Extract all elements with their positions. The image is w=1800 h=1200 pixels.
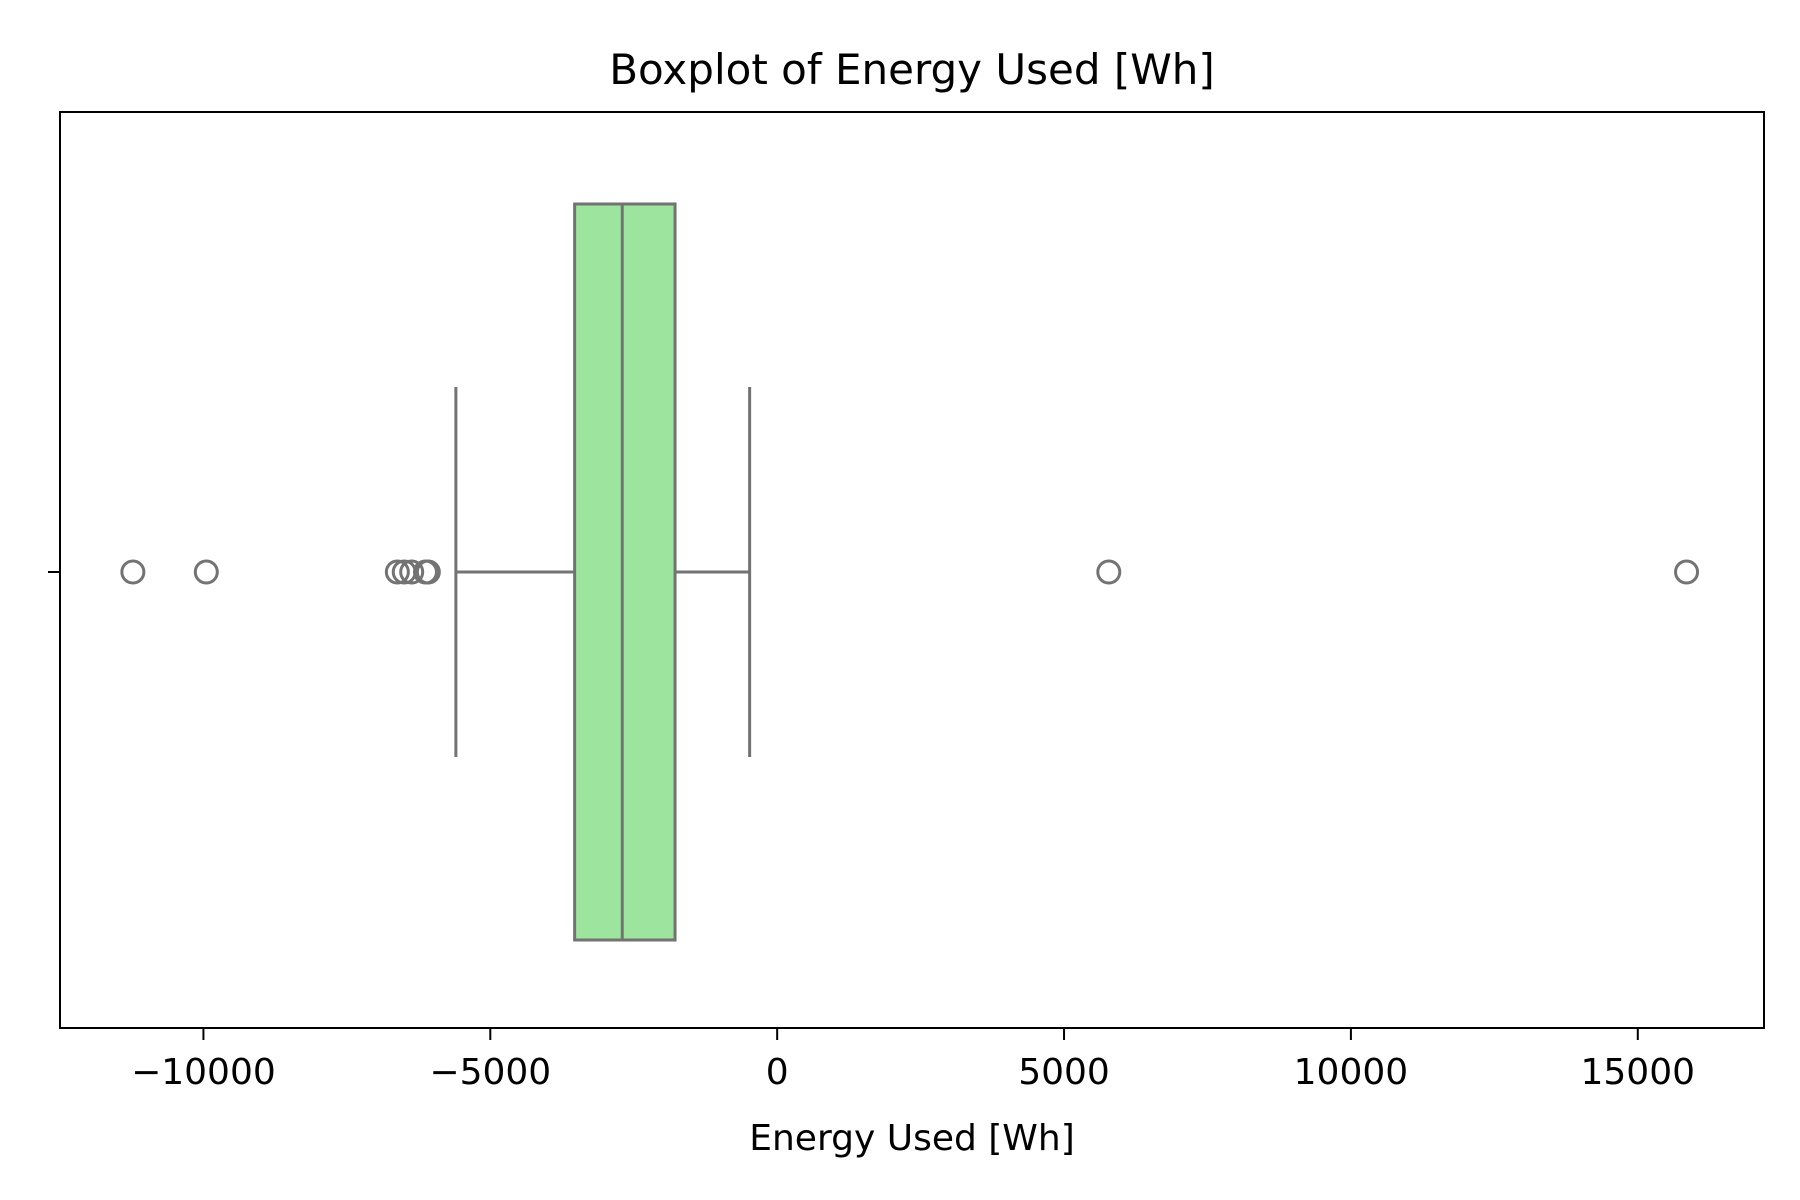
outlier-points: [120, 559, 1700, 585]
outlier-point: [384, 559, 410, 585]
outlier-point: [399, 559, 425, 585]
outlier-point: [1674, 559, 1700, 585]
plot-area-frame: [59, 111, 1765, 1029]
outlier-point: [415, 559, 441, 585]
x-tick-label: −10000: [131, 1052, 276, 1093]
x-tick-label: 10000: [1294, 1052, 1409, 1093]
interquartile-box: [573, 202, 677, 942]
x-tick-label: 5000: [1018, 1052, 1110, 1093]
outlier-point: [193, 559, 219, 585]
outlier-point: [120, 559, 146, 585]
x-tick-label: −5000: [429, 1052, 551, 1093]
outlier-point: [1096, 559, 1122, 585]
box-group: [454, 202, 752, 942]
x-tick-label: 15000: [1581, 1052, 1696, 1093]
chart-title: Boxplot of Energy Used [Wh]: [609, 45, 1215, 94]
x-axis-ticks: −10000 −5000 0 5000 10000 15000: [131, 1028, 1695, 1093]
x-axis-label: Energy Used [Wh]: [749, 1118, 1075, 1159]
x-tick-label: 0: [766, 1052, 789, 1093]
